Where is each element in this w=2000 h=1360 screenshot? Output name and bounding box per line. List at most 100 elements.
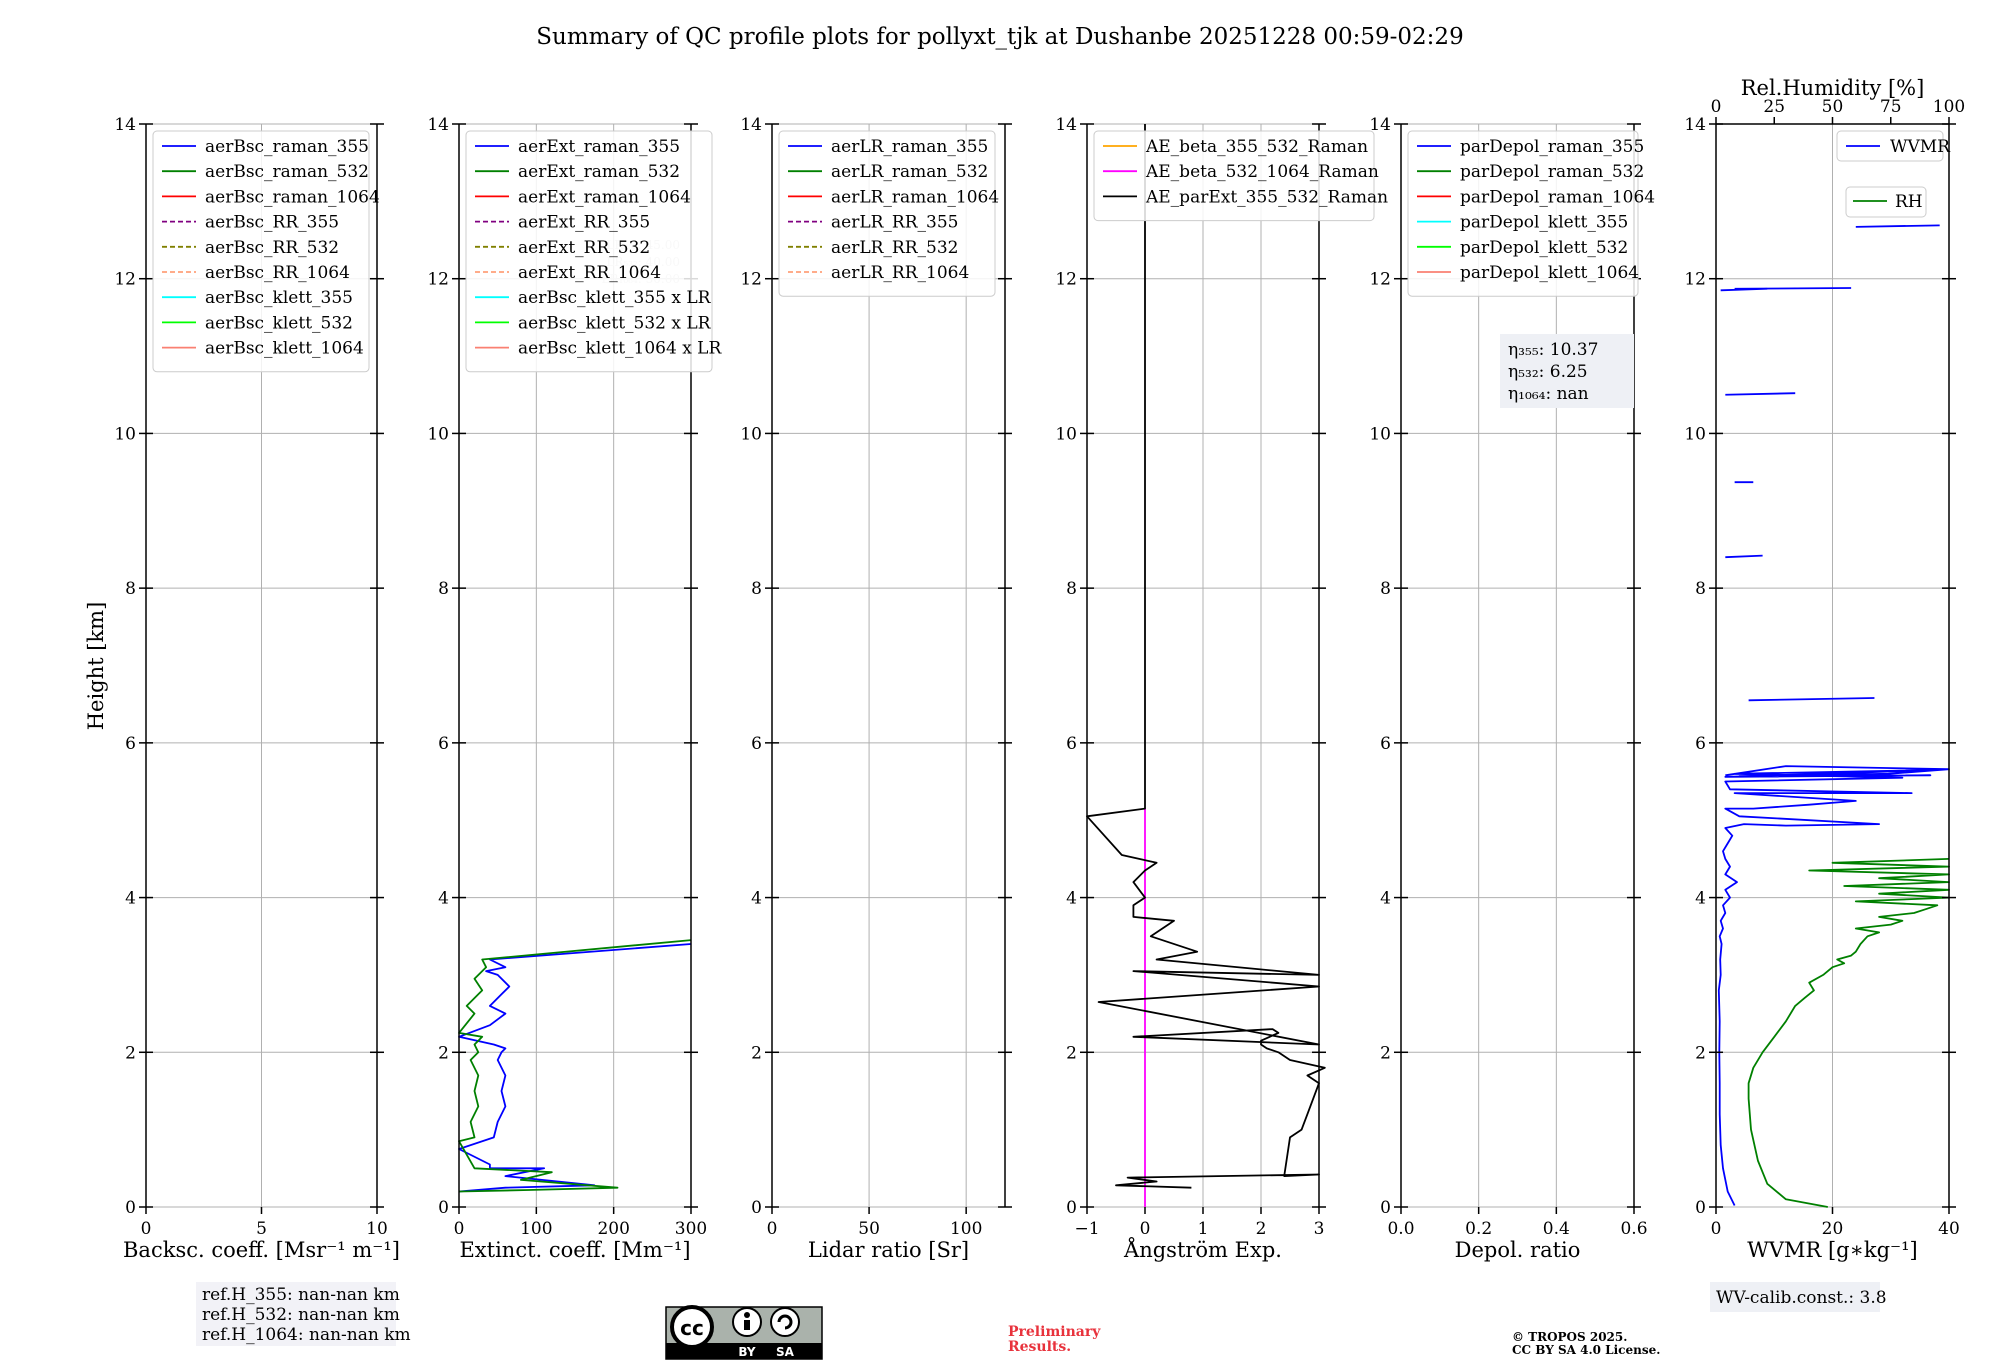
series-segment-6-2-12 (1855, 224, 1940, 228)
cc-text: cc (680, 1316, 704, 1340)
ytick-label-1-3: 6 (125, 734, 136, 754)
legend-label-aerlr-raman-1064: aerLR_raman_1064 (831, 187, 999, 207)
xtick-label-5-3: 0.6 (1620, 1219, 1647, 1239)
legend-label-aerbsc-klett-1064-x-lr: aerBsc_klett_1064 x LR (518, 339, 722, 359)
legend-label-aerext-rr-1064: aerExt_RR_1064 (518, 263, 661, 283)
xtick-label-4-3: 2 (1256, 1219, 1267, 1239)
legend-label-wvmr: WVMR (1890, 137, 1951, 157)
ytick-label-2-2: 4 (438, 889, 449, 909)
series-ae-parext-355-532-raman (1086, 124, 1326, 1189)
top-axis-label: Rel.Humidity [%] (1741, 76, 1925, 100)
legend-label-pardepol-klett-355: parDepol_klett_355 (1460, 213, 1628, 233)
xtick-label-4-4: 3 (1314, 1219, 1325, 1239)
cc-license-badge: cc BY SA (665, 1305, 823, 1360)
xtick-label-4-0: −1 (1074, 1219, 1099, 1239)
legend-label-aerext-rr-355: aerExt_RR_355 (518, 213, 650, 233)
ytick-label-5-5: 10 (1369, 424, 1391, 444)
legend-label-aerbsc-rr-532: aerBsc_RR_532 (205, 238, 339, 258)
figure-title: Summary of QC profile plots for pollyxt_… (536, 24, 1463, 50)
legend-box-rh (1845, 186, 1927, 218)
legend-label-pardepol-klett-1064: parDepol_klett_1064 (1460, 263, 1639, 283)
ytick-label-6-4: 8 (1695, 579, 1706, 599)
legend-label-aerext-raman-532: aerExt_raman_532 (518, 162, 680, 182)
x-axis-label-3: Lidar ratio [Sr] (808, 1238, 969, 1262)
ytick-label-1-2: 4 (125, 889, 136, 909)
ytick-label-3-2: 4 (751, 889, 762, 909)
series-aerext-raman-355 (458, 943, 692, 1193)
legend-5: parDepol_raman_355 parDepol_raman_532 parD… (1407, 130, 1655, 297)
ytick-label-4-2: 4 (1066, 889, 1077, 909)
legend-label-aerbsc-klett-532: aerBsc_klett_532 (205, 313, 353, 333)
legend-3: aerLR_raman_355 aerLR_raman_532 aerLR_rama… (778, 130, 999, 297)
refh-1064: ref.H_1064: nan-nan km (202, 1325, 411, 1345)
ytick-label-1-6: 12 (114, 270, 136, 290)
xtick-label-5-0: 0.0 (1387, 1219, 1414, 1239)
series-rh (1747, 858, 1950, 1208)
xtick-label-2-1: 100 (520, 1219, 552, 1239)
ytick-label-1-1: 2 (125, 1043, 136, 1063)
sa-text: SA (776, 1345, 795, 1359)
legend-6: WVMR RH (1836, 130, 1951, 218)
copyright-line-1: © TROPOS 2025. (1512, 1330, 1627, 1344)
legend-label-aerbsc-klett-355: aerBsc_klett_355 (205, 288, 353, 308)
ytick-label-2-4: 8 (438, 579, 449, 599)
x-axis-label-4: Ångström Exp. (1123, 1237, 1282, 1262)
legend-label-aerlr-rr-532: aerLR_RR_532 (831, 238, 958, 258)
x-axis-label-2: Extinct. coeff. [Mm⁻¹] (459, 1238, 690, 1262)
legend-label-pardepol-raman-355: parDepol_raman_355 (1460, 137, 1644, 157)
ytick-label-5-6: 12 (1369, 270, 1391, 290)
ytick-label-4-7: 14 (1055, 115, 1077, 135)
series-segment-6-2-10 (1734, 287, 1852, 290)
legend-label-pardepol-klett-532: parDepol_klett_532 (1460, 238, 1628, 258)
legend-label-aerlr-rr-1064: aerLR_RR_1064 (831, 263, 969, 283)
ytick-label-4-3: 6 (1066, 734, 1077, 754)
legend-box-3 (778, 130, 996, 297)
legend-label-aerlr-raman-355: aerLR_raman_355 (831, 137, 988, 157)
ytick-label-6-7: 14 (1684, 115, 1706, 135)
xtick-label-1-0: 0 (141, 1219, 152, 1239)
legend-box-2 (465, 130, 713, 373)
ytick-label-4-5: 10 (1055, 424, 1077, 444)
refh-355: ref.H_355: nan-nan km (202, 1285, 400, 1305)
y-axis-label: Height [km] (84, 602, 108, 731)
cc-icon (670, 1305, 714, 1349)
ytick-label-3-6: 12 (740, 270, 762, 290)
eta-box (1500, 334, 1634, 408)
ytick-label-1-0: 0 (125, 1198, 136, 1218)
ytick-label-3-0: 0 (751, 1198, 762, 1218)
ytick-label-1-7: 14 (114, 115, 136, 135)
ytick-label-2-7: 14 (427, 115, 449, 135)
ytick-label-4-0: 0 (1066, 1198, 1077, 1218)
xtick-label-1-1: 5 (256, 1219, 267, 1239)
legend-1: aerBsc_raman_355 aerBsc_raman_532 aerBsc_r… (152, 130, 380, 373)
legend-label-aerbsc-raman-1064: aerBsc_raman_1064 (205, 187, 380, 207)
ytick-label-2-0: 0 (438, 1198, 449, 1218)
results-label: Results. (1008, 1339, 1071, 1355)
x-axis-label-6: WVMR [g∗kg⁻¹] (1747, 1238, 1918, 1262)
ytick-label-5-2: 4 (1380, 889, 1391, 909)
xtick-label-6-1: 20 (1822, 1219, 1844, 1239)
top-xtick-label-2: 50 (1822, 97, 1844, 117)
ytick-label-3-5: 10 (740, 424, 762, 444)
legend-label-aerlr-rr-355: aerLR_RR_355 (831, 213, 958, 233)
legend-4: AE_beta_355_532_Raman AE_beta_532_1064_Ra… (1093, 130, 1388, 222)
xtick-label-1-2: 10 (366, 1219, 388, 1239)
ytick-label-6-5: 10 (1684, 424, 1706, 444)
ytick-label-5-3: 6 (1380, 734, 1391, 754)
legend-label-aerbsc-raman-532: aerBsc_raman_532 (205, 162, 369, 182)
series-wvmr (1717, 765, 1950, 1206)
copyright-line-2: CC BY SA 4.0 License. (1512, 1343, 1660, 1357)
legend-label-aerlr-raman-532: aerLR_raman_532 (831, 162, 988, 182)
ytick-label-3-7: 14 (740, 115, 762, 135)
ytick-label-4-6: 12 (1055, 270, 1077, 290)
xtick-label-6-0: 0 (1711, 1219, 1722, 1239)
legend-label-aerext-raman-355: aerExt_raman_355 (518, 137, 680, 157)
refh-532: ref.H_532: nan-nan km (202, 1305, 400, 1325)
top-xtick-label-3: 75 (1880, 97, 1902, 117)
xtick-label-2-2: 200 (597, 1219, 629, 1239)
